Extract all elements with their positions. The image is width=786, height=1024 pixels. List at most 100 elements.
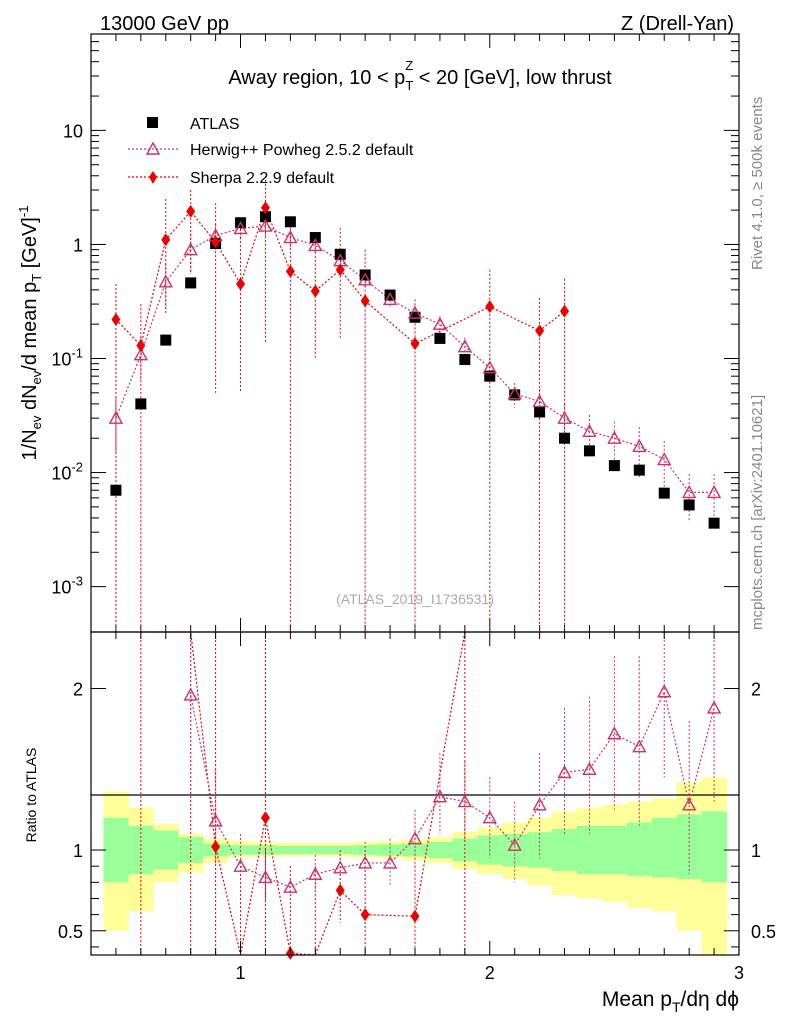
main-panel: 10-3 10-2 10-1 1 10 Away region, 10 < pTZ < … — [16, 33, 740, 633]
ratio-y-tick-label-right: 2 — [751, 680, 761, 700]
herwig-ratio-point — [258, 870, 273, 884]
x-tick-label: 1 — [236, 963, 246, 983]
sherpa-ratio-line — [140, 631, 466, 956]
uncertainty-band-inner — [153, 830, 179, 870]
energy-label: 13000 GeV pp — [100, 13, 229, 35]
uncertainty-band-inner — [701, 811, 728, 883]
sherpa-ratio-point — [211, 840, 221, 854]
herwig-point — [657, 452, 672, 466]
main-axis-ticks: 10-3 10-2 10-1 1 10 — [51, 33, 740, 632]
atlas-point — [384, 289, 396, 301]
herwig-point — [706, 484, 722, 499]
atlas-point — [110, 484, 122, 496]
herwig-point — [582, 423, 597, 437]
atlas-point — [459, 354, 471, 366]
herwig-ratio-point — [183, 687, 198, 701]
uncertainty-band-inner — [626, 822, 653, 876]
sherpa-ratio-point — [260, 811, 270, 825]
y-tick-label: 10-1 — [51, 346, 83, 370]
herwig-ratio-point — [432, 789, 448, 803]
legend-label-atlas: ATLAS — [190, 116, 240, 133]
atlas-point — [559, 432, 571, 444]
uncertainty-band-inner — [452, 838, 478, 862]
herwig-point — [607, 430, 622, 444]
herwig-ratio-point — [557, 765, 572, 779]
y-tick-label: 10-2 — [51, 460, 83, 484]
main-series-layer — [108, 175, 722, 632]
process-label: Z (Drell-Yan) — [621, 13, 734, 35]
herwig-point — [108, 410, 124, 424]
uncertainty-band-inner — [552, 829, 578, 872]
sherpa-point — [485, 300, 495, 314]
herwig-point — [507, 386, 522, 400]
herwig-ratio-point — [233, 858, 248, 872]
legend-marker-sherpa — [149, 171, 157, 184]
legend-label-sherpa: Sherpa 2.2.9 default — [190, 170, 335, 187]
herwig-ratio-point — [482, 810, 497, 824]
atlas-point — [608, 460, 620, 472]
uncertainty-band-inner — [427, 841, 453, 859]
ratio-axis-ticks: 0.5 0.5 1 1 2 2 1 2 3 — [58, 632, 776, 983]
x-tick-label: 2 — [485, 963, 495, 983]
sherpa-point — [335, 263, 345, 277]
herwig-point — [308, 237, 323, 252]
sherpa-point — [136, 339, 146, 353]
sherpa-point — [236, 277, 246, 291]
x-axis-label: Mean pT/dη dϕ — [602, 988, 739, 1015]
sherpa-point — [161, 233, 171, 247]
herwig-point — [532, 394, 547, 408]
uncertainty-band-inner — [601, 825, 628, 875]
main-y-axis-label: 1/Nev dNev/d mean pT [GeV]-1 — [16, 206, 44, 461]
atlas-point — [484, 370, 496, 382]
side-label-rivet: Rivet 4.1.0, ≥ 500k events — [749, 97, 766, 270]
legend: ATLAS Herwig++ Powheg 2.5.2 default Sher… — [128, 116, 414, 187]
atlas-point — [284, 216, 296, 228]
herwig-point — [233, 221, 248, 235]
plot-title-sub: T — [405, 78, 413, 93]
herwig-point — [407, 305, 423, 319]
sherpa-point — [186, 204, 196, 218]
herwig-ratio-line — [190, 689, 715, 888]
herwig-point — [357, 272, 373, 286]
ratio-series-layer — [140, 631, 722, 960]
uncertainty-band-inner — [277, 845, 304, 855]
ratio-panel: 0.5 0.5 1 1 2 2 1 2 3 Ratio to ATLAS — [23, 631, 776, 983]
side-label-mcplots: mcplots.cern.ch [arXiv:2401.10621] — [749, 395, 766, 630]
atlas-point — [583, 445, 595, 457]
herwig-point — [632, 438, 647, 452]
atlas-point — [633, 464, 645, 476]
sherpa-line — [115, 205, 565, 347]
legend-marker-herwig — [145, 141, 161, 155]
sherpa-point — [111, 312, 121, 326]
herwig-ratio-point — [582, 761, 597, 775]
atlas-point — [434, 332, 446, 344]
herwig-ratio-point — [681, 797, 697, 811]
plot-title-sup: Z — [405, 58, 413, 73]
sherpa-point — [310, 284, 320, 298]
y-tick-label: 10-3 — [51, 574, 83, 598]
herwig-point — [158, 274, 173, 288]
legend-marker-atlas — [147, 117, 158, 128]
herwig-point — [482, 360, 497, 374]
sherpa-point — [211, 235, 221, 249]
herwig-point — [258, 218, 273, 232]
herwig-ratio-point — [357, 855, 373, 869]
legend-label-herwig: Herwig++ Powheg 2.5.2 default — [190, 142, 414, 159]
uncertainty-band-inner — [377, 844, 404, 856]
herwig-ratio-point — [632, 739, 647, 753]
y-tick-label: 10 — [63, 121, 83, 141]
ratio-y-tick-label-right: 0.5 — [751, 922, 776, 942]
sherpa-point — [535, 324, 545, 338]
herwig-ratio-point — [706, 700, 722, 714]
atlas-point — [160, 334, 172, 346]
herwig-point — [183, 242, 198, 256]
herwig-ratio-point — [308, 866, 323, 880]
ratio-y-tick-label: 1 — [73, 841, 83, 861]
herwig-ratio-point — [283, 879, 298, 893]
herwig-ratio-point — [607, 726, 622, 740]
herwig-point — [557, 410, 572, 424]
uncertainty-band-inner — [302, 845, 329, 855]
herwig-ratio-point — [382, 855, 398, 869]
uncertainty-band-inner — [103, 817, 129, 883]
sherpa-ratio-point — [335, 883, 345, 897]
